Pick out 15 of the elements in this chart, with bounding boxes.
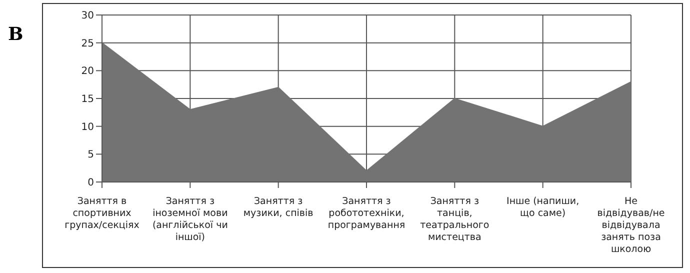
y-tick-label: 20 xyxy=(81,66,94,78)
x-tick-label: Заняття з іноземної мови (англійської чи іншої) xyxy=(152,196,228,243)
y-tick-label: 0 xyxy=(88,178,94,189)
x-tick-label: Заняття з музики, співів xyxy=(243,196,314,219)
text: В xyxy=(8,24,24,45)
y-tick-label: 10 xyxy=(81,122,94,133)
y-tick-label: 25 xyxy=(81,38,94,50)
y-tick-label: 30 xyxy=(81,10,94,22)
y-tick-label: 5 xyxy=(88,150,94,161)
x-tick-label: Заняття з робототехніки, програмування xyxy=(328,196,406,231)
x-tick-label: Заняття в спортивних групах/секціях xyxy=(64,196,140,231)
x-tick-label: Не відвідував/не відвідувала занять поза школою xyxy=(597,196,665,255)
x-tick-label: Заняття з танців, театрального мистецтва xyxy=(420,196,490,243)
x-tick-label: Інше (напиши, що саме) xyxy=(506,196,580,219)
y-tick-label: 15 xyxy=(81,94,94,106)
